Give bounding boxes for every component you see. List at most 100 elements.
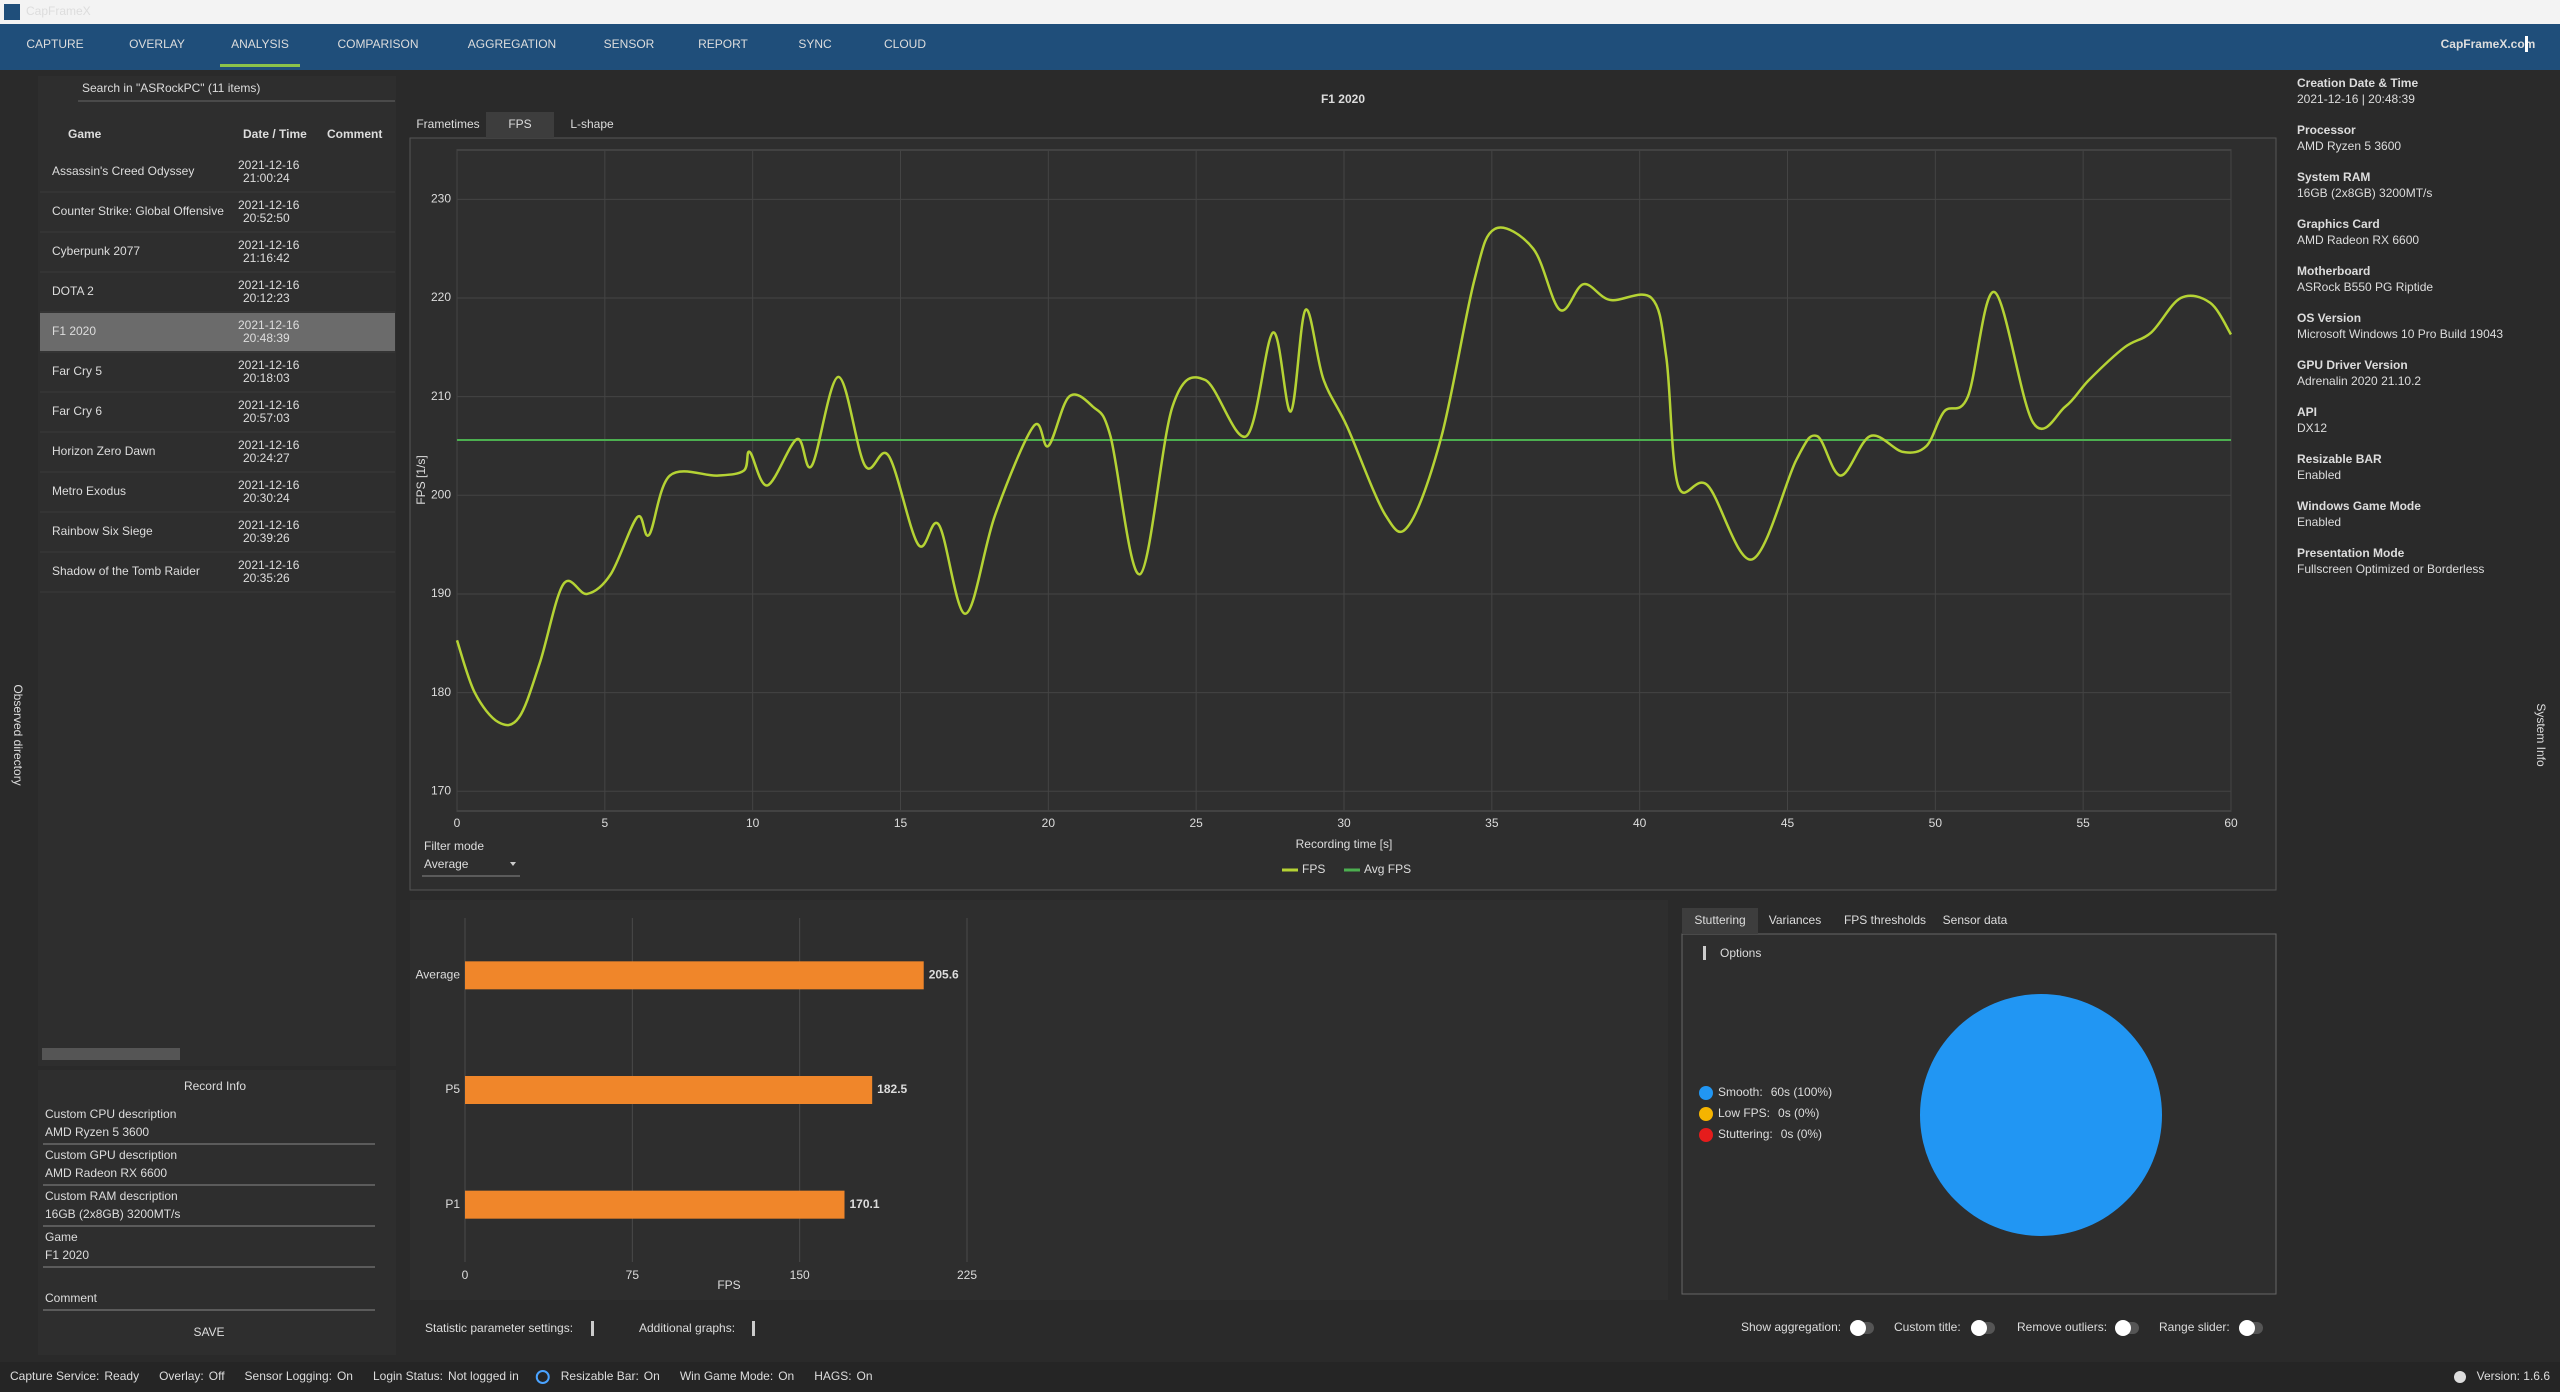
record-info-panel — [38, 1070, 396, 1355]
field-value[interactable]: 16GB (2x8GB) 3200MT/s — [45, 1207, 180, 1221]
status-label: Overlay: — [159, 1369, 204, 1383]
x-tick-label: 40 — [1633, 816, 1647, 830]
legend-label: Stuttering: — [1718, 1127, 1773, 1141]
info-label: Resizable BAR — [2297, 452, 2382, 466]
nav-tab[interactable]: CLOUD — [884, 37, 926, 51]
menu-icon[interactable] — [2525, 36, 2528, 52]
stutter-tab[interactable]: FPS thresholds — [1844, 913, 1926, 927]
nav-tab[interactable]: AGGREGATION — [468, 37, 556, 51]
graphs-menu[interactable] — [752, 1321, 755, 1336]
nav-tab[interactable]: SYNC — [798, 37, 832, 51]
active-tab-indicator — [220, 64, 300, 67]
game-name[interactable]: DOTA 2 — [52, 284, 94, 298]
info-value: 16GB (2x8GB) 3200MT/s — [2297, 186, 2432, 200]
info-value: DX12 — [2297, 421, 2327, 435]
y-tick-label: 180 — [431, 685, 451, 699]
field-value[interactable]: F1 2020 — [45, 1248, 89, 1262]
nav-tab[interactable]: REPORT — [698, 37, 748, 51]
y-tick-label: P5 — [445, 1082, 460, 1096]
legend-label: Smooth: — [1718, 1085, 1763, 1099]
version: Version: 1.6.6 — [2477, 1369, 2551, 1383]
x-tick-label: 50 — [1929, 816, 1943, 830]
x-tick-label: 0 — [462, 1268, 469, 1282]
bar — [465, 961, 924, 990]
toggle-knob[interactable] — [2115, 1320, 2131, 1336]
nav-tab[interactable]: CAPTURE — [26, 37, 83, 51]
field-label: Custom GPU description — [45, 1148, 177, 1162]
info-label: API — [2297, 405, 2317, 419]
nav-tab[interactable]: OVERLAY — [129, 37, 185, 51]
row-date: 2021-12-16 — [238, 198, 300, 212]
game-name[interactable]: Counter Strike: Global Offensive — [52, 204, 224, 218]
row-date: 2021-12-16 — [238, 558, 300, 572]
stat-settings[interactable]: Statistic parameter settings: — [425, 1321, 573, 1335]
nav-tab[interactable]: COMPARISON — [337, 37, 418, 51]
game-name[interactable]: F1 2020 — [52, 324, 96, 338]
data-label: 170.1 — [850, 1197, 880, 1211]
field-value[interactable]: AMD Radeon RX 6600 — [45, 1166, 167, 1180]
stat-menu[interactable] — [591, 1321, 594, 1336]
site-link[interactable]: CapFrameX.com — [2441, 37, 2536, 51]
game-name[interactable]: Metro Exodus — [52, 484, 126, 498]
legend-value: 60s (100%) — [1771, 1085, 1832, 1099]
status-value: On — [778, 1369, 794, 1383]
bar — [465, 1190, 845, 1219]
save-button[interactable]: SAVE — [193, 1325, 224, 1339]
stutter-tab[interactable]: Variances — [1769, 913, 1821, 927]
info-value: Enabled — [2297, 468, 2341, 482]
field-value[interactable]: AMD Ryzen 5 3600 — [45, 1125, 149, 1139]
stutter-tab[interactable]: Sensor data — [1943, 913, 2008, 927]
list-panel — [38, 76, 396, 1066]
filter-dropdown[interactable]: Average — [424, 857, 469, 871]
game-name[interactable]: Horizon Zero Dawn — [52, 444, 155, 458]
game-name[interactable]: Assassin's Creed Odyssey — [52, 164, 194, 178]
row-time: 20:39:26 — [243, 531, 290, 545]
info-value: AMD Ryzen 5 3600 — [2297, 139, 2401, 153]
status-value: On — [644, 1369, 660, 1383]
options-button[interactable]: Options — [1720, 946, 1761, 960]
status-value: Ready — [104, 1369, 139, 1383]
row-time: 20:18:03 — [243, 371, 290, 385]
game-name[interactable]: Rainbow Six Siege — [52, 524, 153, 538]
filter-label: Filter mode — [424, 839, 484, 853]
chart-tab[interactable]: Frametimes — [416, 117, 479, 131]
column-header[interactable]: Date / Time — [243, 127, 307, 141]
nav-tab[interactable]: ANALYSIS — [231, 37, 289, 51]
toggle-knob[interactable] — [1971, 1320, 1987, 1336]
info-label: OS Version — [2297, 311, 2361, 325]
toggle-knob[interactable] — [1850, 1320, 1866, 1336]
game-name[interactable]: Shadow of the Tomb Raider — [52, 564, 200, 578]
column-header[interactable]: Comment — [327, 127, 382, 141]
chart-tab[interactable]: L-shape — [570, 117, 614, 131]
comment-field[interactable]: Comment — [45, 1291, 98, 1305]
row-date: 2021-12-16 — [238, 398, 300, 412]
x-tick-label: 60 — [2224, 816, 2238, 830]
graphs-settings[interactable]: Additional graphs: — [639, 1321, 735, 1335]
side-label: Observed directory — [11, 684, 25, 785]
x-tick-label: 15 — [894, 816, 908, 830]
y-axis-label: FPS [1/s] — [414, 455, 428, 504]
info-label: Processor — [2297, 123, 2356, 137]
x-tick-label: 45 — [1781, 816, 1795, 830]
status-label: Sensor Logging: — [245, 1369, 332, 1383]
x-tick-label: 5 — [601, 816, 608, 830]
toggle-knob[interactable] — [2239, 1320, 2255, 1336]
info-icon — [2454, 1371, 2466, 1383]
refresh-icon[interactable] — [535, 1370, 550, 1384]
x-tick-label: 25 — [1189, 816, 1203, 830]
nav-tab[interactable]: SENSOR — [604, 37, 655, 51]
x-tick-label: 225 — [957, 1268, 977, 1282]
stutter-tab[interactable]: Stuttering — [1694, 913, 1745, 927]
column-header[interactable]: Game — [68, 127, 102, 141]
game-name[interactable]: Cyberpunk 2077 — [52, 244, 140, 258]
scrollbar[interactable] — [42, 1048, 180, 1060]
info-value: Adrenalin 2020 21.10.2 — [2297, 374, 2421, 388]
game-name[interactable]: Far Cry 5 — [52, 364, 102, 378]
chart-tab[interactable]: FPS — [508, 117, 531, 131]
info-label: Motherboard — [2297, 264, 2370, 278]
info-label: Windows Game Mode — [2297, 499, 2421, 513]
search-box[interactable]: Search in "ASRockPC" (11 items) — [82, 81, 260, 95]
options-icon[interactable] — [1703, 946, 1706, 960]
game-name[interactable]: Far Cry 6 — [52, 404, 102, 418]
